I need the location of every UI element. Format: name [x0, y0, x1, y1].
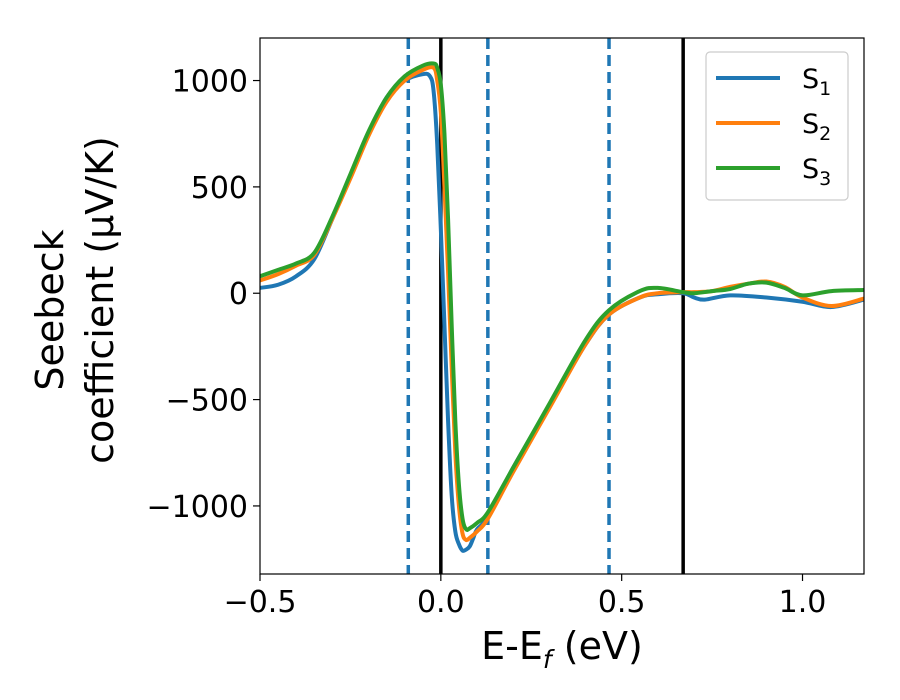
y-axis-title-line2: coefficient (μV/K) [78, 136, 122, 464]
legend: S1 S2 S3 [705, 51, 849, 201]
x-axis-ticks: −0.5 0.0 0.5 1.0 [224, 574, 827, 620]
y-tick-label: 0 [229, 277, 248, 312]
y-tick-label: 500 [191, 171, 248, 206]
legend-label-s2: S2 [802, 109, 831, 145]
plot-frame [259, 37, 865, 575]
x-tick-label: 0.0 [417, 585, 465, 620]
series-line-s3 [260, 61, 864, 532]
x-tick-label: −0.5 [224, 585, 297, 620]
series-lines [260, 61, 864, 553]
y-tick-label: −1000 [147, 490, 248, 525]
y-axis-ticks: 1000 500 0 −500 −1000 [147, 65, 260, 525]
legend-label-s3: S3 [802, 154, 831, 190]
x-tick-label: 1.0 [779, 585, 827, 620]
y-tick-label: −500 [166, 384, 248, 419]
y-axis-title: Seebeck coefficient (μV/K) [28, 136, 122, 464]
legend-label-s1: S1 [802, 64, 831, 100]
legend-box [705, 51, 849, 201]
x-tick-label: 0.5 [598, 585, 646, 620]
y-tick-label: 1000 [172, 65, 248, 100]
x-axis-title: E-Ef (eV) [481, 624, 643, 674]
plot-area [260, 38, 864, 574]
y-axis-title-line1: Seebeck [28, 229, 72, 390]
